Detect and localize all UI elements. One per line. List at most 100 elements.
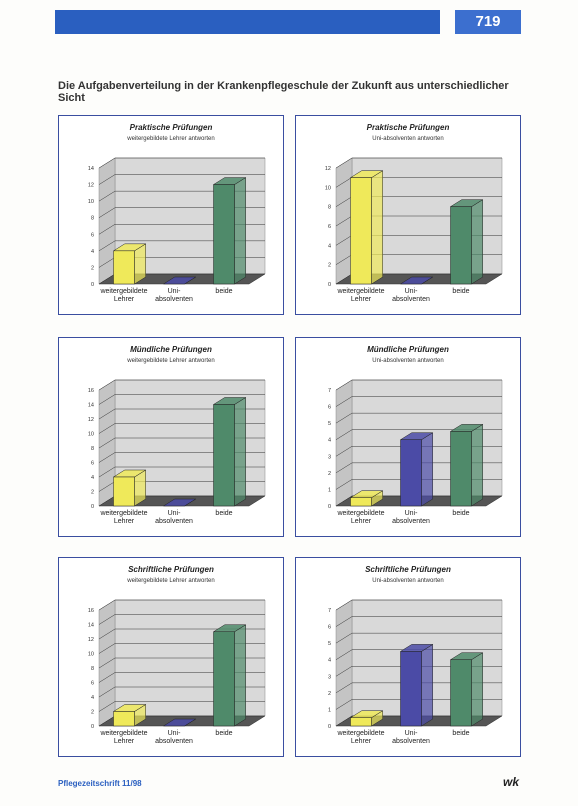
bar-side: [471, 423, 483, 507]
x-tick-label: Uni- absolventen: [392, 288, 430, 303]
grid-line: [335, 429, 502, 440]
x-tick-label: weitergebildete Lehrer: [100, 730, 148, 745]
y-tick-label: 2: [91, 265, 94, 271]
x-tick-label: Uni- absolventen: [155, 730, 193, 745]
x-tick-label: weitergebildete Lehrer: [337, 510, 385, 525]
y-tick-label: 0: [328, 282, 331, 288]
bar: [400, 439, 422, 507]
chart: Schriftliche Prüfungen weitergebildete Le…: [88, 565, 266, 730]
grid-line: [335, 396, 502, 407]
chart-title: Mündliche Prüfungen: [130, 345, 212, 354]
y-tick-label: 10: [88, 432, 94, 438]
y-tick-label: 4: [91, 695, 94, 701]
y-tick-label: 8: [91, 666, 94, 672]
header-bar: [55, 10, 440, 34]
chart-panel: Praktische Prüfungen Uni-absolventen antw…: [295, 115, 521, 315]
y-tick-label: 6: [91, 232, 94, 238]
y-tick-label: 0: [328, 724, 331, 730]
y-tick-label: 2: [91, 710, 94, 716]
chart-title: Praktische Prüfungen: [130, 123, 213, 132]
y-tick-label: 0: [91, 724, 94, 730]
y-tick-label: 10: [88, 652, 94, 658]
y-tick-label: 12: [88, 183, 94, 189]
bar: [213, 184, 235, 285]
bar-side: [471, 652, 483, 727]
chart-subtitle: weitergebildete Lehrer antworten: [126, 578, 214, 584]
chart-subtitle: Uni-absolventen antworten: [372, 358, 443, 364]
bar: [350, 497, 372, 507]
y-tick-label: 12: [325, 166, 331, 172]
chart-title: Schriftliche Prüfungen: [365, 565, 451, 574]
bar: [213, 631, 235, 727]
grid-line: [335, 616, 502, 627]
bar-side: [421, 432, 433, 507]
y-tick-label: 7: [328, 388, 331, 394]
y-tick-label: 14: [88, 166, 94, 172]
x-tick-label: Uni- absolventen: [155, 288, 193, 303]
y-tick-label: 6: [328, 224, 331, 230]
y-tick-label: 12: [88, 417, 94, 423]
bar-side: [471, 199, 483, 285]
x-tick-label: beide: [452, 288, 470, 295]
bar: [450, 431, 472, 507]
y-tick-label: 6: [328, 625, 331, 631]
grid-line: [98, 379, 265, 391]
bar-top: [162, 498, 197, 507]
bar: [450, 659, 472, 727]
grid-line: [98, 628, 265, 640]
chart: Schriftliche Prüfungen Uni-absolventen an…: [328, 565, 503, 730]
page-title: Die Aufgabenverteilung in der Krankenpfl…: [58, 80, 509, 104]
chart: Praktische Prüfungen weitergebildete Lehr…: [88, 123, 266, 288]
x-tick-label: beide: [215, 288, 233, 295]
y-tick-label: 2: [328, 263, 331, 269]
chart-subtitle: weitergebildete Lehrer antworten: [126, 136, 214, 142]
bar: [350, 177, 372, 285]
chart-panel: Praktische Prüfungen weitergebildete Lehr…: [58, 115, 284, 315]
bar: [450, 206, 472, 285]
chart-subtitle: Uni-absolventen antworten: [372, 136, 443, 142]
grid-line: [98, 394, 265, 405]
grid-line: [98, 157, 265, 169]
grid-line: [335, 599, 502, 611]
chart-panel: Mündliche Prüfungen Uni-absolventen antwo…: [295, 337, 521, 537]
y-tick-label: 7: [328, 608, 331, 614]
y-tick-label: 5: [328, 641, 331, 647]
y-tick-label: 1: [328, 707, 331, 713]
y-tick-label: 0: [328, 504, 331, 510]
bar-side: [234, 624, 246, 727]
x-tick-label: weitergebildete Lehrer: [337, 288, 385, 303]
y-tick-label: 3: [328, 674, 331, 680]
page-number: 719: [455, 10, 521, 34]
y-tick-label: 12: [88, 637, 94, 643]
x-tick-label: beide: [452, 510, 470, 517]
y-tick-label: 2: [328, 691, 331, 697]
y-tick-label: 16: [88, 388, 94, 394]
grid-line: [335, 157, 502, 169]
y-tick-label: 4: [91, 475, 94, 481]
bar: [113, 476, 135, 507]
grid-line: [335, 649, 502, 660]
y-tick-label: 4: [328, 243, 331, 249]
y-tick-label: 0: [91, 504, 94, 510]
chart-panel: Schriftliche Prüfungen weitergebildete Le…: [58, 557, 284, 757]
grid-line: [335, 379, 502, 391]
chart-title: Mündliche Prüfungen: [367, 345, 449, 354]
bar-top: [162, 276, 197, 285]
bar: [113, 250, 135, 285]
y-tick-label: 2: [328, 471, 331, 477]
footer-journal: Pflegezeitschrift 11/98: [58, 779, 142, 788]
footer-logo: wk: [503, 775, 520, 789]
side-wall: [335, 599, 353, 727]
y-tick-label: 6: [328, 405, 331, 411]
y-tick-label: 0: [91, 282, 94, 288]
bar: [213, 404, 235, 507]
chart-subtitle: Uni-absolventen antworten: [372, 578, 443, 584]
bar-side: [421, 643, 433, 727]
bar-top: [162, 718, 197, 727]
y-tick-label: 10: [88, 199, 94, 205]
y-tick-label: 6: [91, 681, 94, 687]
grid-line: [98, 599, 265, 611]
bar: [113, 711, 135, 727]
x-tick-label: Uni- absolventen: [392, 510, 430, 525]
